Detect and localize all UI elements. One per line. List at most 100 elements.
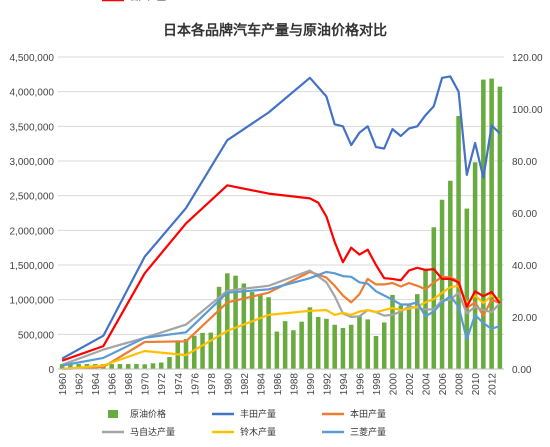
x-axis-tick-label: 2006 — [438, 373, 449, 396]
left-axis-tick-label: 3,500,000 — [10, 122, 55, 133]
oil-price-bar — [208, 332, 214, 369]
x-axis-tick-label: 1982 — [240, 373, 251, 396]
chart-title: 日本各品牌汽车产量与原油价格对比 — [163, 22, 387, 39]
left-axis-tick-label: 0 — [48, 365, 54, 376]
left-axis-tick-label: 4,000,000 — [10, 88, 55, 99]
left-axis-tick-label: 4,500,000 — [10, 53, 55, 64]
oil-price-bar — [406, 304, 412, 369]
left-axis-tick-label: 3,000,000 — [10, 157, 55, 168]
oil-price-bar — [167, 357, 172, 369]
x-axis-tick-label: 2010 — [471, 373, 482, 396]
oil-price-bar — [134, 364, 139, 369]
legend-label: 原油价格 — [130, 408, 166, 420]
x-axis-tick-label: 1988 — [289, 373, 300, 396]
x-axis-tick-label: 1970 — [141, 373, 152, 396]
oil-price-bar — [125, 364, 131, 369]
oil-price-bars — [59, 78, 503, 370]
oil-price-bar — [117, 364, 123, 369]
oil-price-bar — [258, 294, 263, 369]
x-axis-tick-label: 2002 — [405, 373, 416, 396]
x-axis-tick-label: 1976 — [190, 373, 201, 396]
oil-price-bar — [291, 330, 296, 369]
oil-price-bar — [381, 322, 387, 369]
oil-price-bar — [324, 318, 329, 369]
oil-price-bar — [299, 321, 304, 369]
right-axis-tick-label: 60.00 — [512, 209, 537, 220]
oil-price-bar — [497, 86, 503, 369]
oil-price-bar — [357, 315, 362, 369]
oil-price-bar — [282, 321, 288, 369]
series-line — [61, 184, 501, 362]
x-axis-tick-label: 1992 — [322, 373, 333, 396]
x-axis-tick-label: 1966 — [108, 373, 119, 396]
oil-price-bar — [348, 324, 354, 369]
legend-label: 丰田产量 — [240, 408, 276, 420]
oil-price-bar — [481, 79, 486, 370]
oil-price-bar — [249, 292, 255, 369]
oil-price-bar — [233, 275, 238, 369]
legend-label: 日产产量 — [130, 0, 166, 3]
left-axis-tick-label: 500,000 — [18, 330, 55, 341]
oil-price-bar — [192, 335, 197, 369]
x-axis-tick-label: 1962 — [75, 373, 86, 396]
oil-price-bar — [150, 363, 156, 369]
oil-price-bar — [68, 364, 73, 369]
oil-price-bar — [423, 269, 428, 369]
axes: 0 500,000 1,000,000 1,500,000 2,000,000 2,500… — [10, 53, 544, 395]
legend-label: 本田产量 — [350, 408, 386, 420]
oil-price-bar — [225, 273, 230, 369]
series-line — [61, 269, 501, 366]
left-axis-tick-label: 2,500,000 — [10, 192, 55, 203]
oil-price-bar — [365, 319, 370, 369]
oil-price-bar — [332, 324, 337, 369]
x-axis-tick-label: 2000 — [389, 373, 400, 396]
x-axis-tick-label: 1978 — [207, 373, 218, 396]
oil-price-bar — [307, 307, 313, 369]
right-axis-tick-label: 0.00 — [512, 365, 532, 376]
oil-price-bar — [241, 283, 247, 369]
oil-price-bar — [489, 78, 494, 369]
oil-price-bar — [109, 364, 114, 369]
x-axis-tick-label: 1998 — [372, 373, 383, 396]
left-axis-tick-label: 1,500,000 — [10, 261, 55, 272]
right-axis-tick-label: 20.00 — [512, 313, 537, 324]
right-axis-tick-label: 80.00 — [512, 157, 537, 168]
oil-price-bar — [415, 294, 420, 369]
oil-price-bar — [472, 162, 478, 369]
oil-price-bar — [315, 317, 321, 369]
oil-price-bar — [456, 116, 461, 370]
oil-price-bar — [373, 335, 379, 369]
oil-price-bar — [59, 364, 65, 369]
x-axis-tick-label: 2008 — [455, 373, 466, 396]
legend-swatch — [108, 410, 118, 418]
oil-price-bar — [200, 332, 205, 369]
legend-label: 三菱产量 — [350, 426, 386, 438]
legend-label: 铃木产量 — [240, 426, 276, 438]
oil-price-bar — [274, 331, 280, 369]
x-axis-tick-label: 1964 — [91, 373, 102, 396]
right-axis-tick-label: 120.00 — [512, 53, 543, 64]
x-axis-tick-label: 1968 — [124, 373, 135, 396]
series-line — [61, 270, 501, 367]
oil-price-bar — [398, 305, 404, 369]
x-axis-tick-label: 1960 — [58, 373, 69, 396]
x-axis-tick-label: 1996 — [355, 373, 366, 396]
x-axis-tick-label: 2004 — [422, 373, 433, 396]
oil-price-bar — [340, 327, 346, 369]
x-axis-tick-label: 1986 — [273, 373, 284, 396]
right-axis-tick-label: 40.00 — [512, 261, 537, 272]
oil-price-bar — [216, 286, 222, 369]
oil-price-bar — [142, 364, 147, 369]
legend-label: 马自达产量 — [130, 426, 175, 438]
x-axis-tick-label: 1994 — [339, 373, 350, 396]
oil-price-bar — [158, 362, 164, 369]
grid — [58, 56, 504, 335]
x-axis-tick-label: 1972 — [157, 373, 168, 396]
x-axis-tick-label: 1984 — [256, 373, 267, 396]
x-axis-tick-label: 1990 — [306, 373, 317, 396]
oil-price-bar — [464, 208, 470, 369]
oil-price-bar — [448, 180, 453, 369]
right-axis-tick-label: 100.00 — [512, 105, 543, 116]
left-axis-tick-label: 2,000,000 — [10, 226, 55, 237]
